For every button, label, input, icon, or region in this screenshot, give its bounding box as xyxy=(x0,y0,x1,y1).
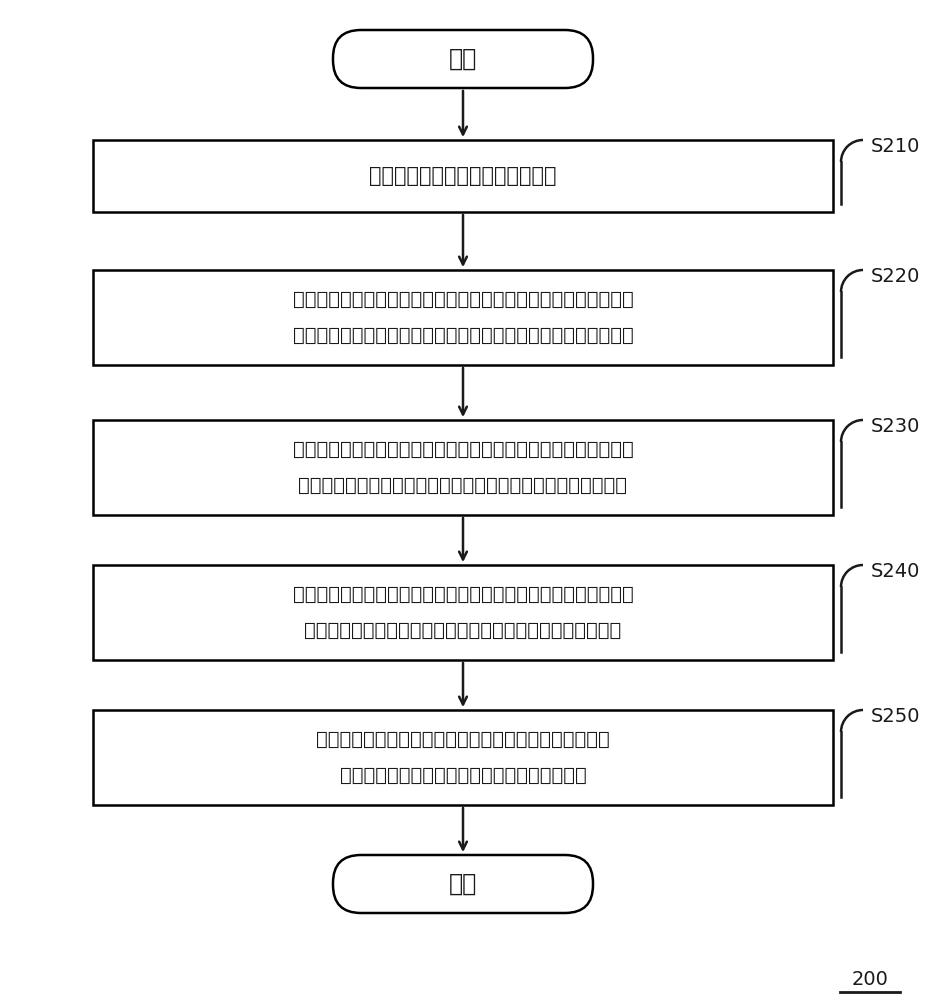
Text: 对于每种组合方式，获取该组合方式中的特征类型所对应的特征数: 对于每种组合方式，获取该组合方式中的特征类型所对应的特征数 xyxy=(293,440,633,459)
FancyBboxPatch shape xyxy=(333,30,593,88)
Text: 200: 200 xyxy=(852,970,888,989)
Text: S250: S250 xyxy=(871,707,921,726)
FancyBboxPatch shape xyxy=(333,855,593,913)
Text: 据，采用对应的特征工程对该特征数据进行处理，得到样本输入: 据，采用对应的特征工程对该特征数据进行处理，得到样本输入 xyxy=(298,476,628,495)
Bar xyxy=(93,420,833,515)
Text: 从特征类型集合、特征工程集合和预测模型集合中任选一个或多个: 从特征类型集合、特征工程集合和预测模型集合中任选一个或多个 xyxy=(293,290,633,309)
Text: 式中的预测模型进行训练，得到训练后的模型及模型评价指标: 式中的预测模型进行训练，得到训练后的模型及模型评价指标 xyxy=(304,621,622,640)
Text: 特征类型、特征工程和预测模型进行遍历组合，得到多种组合方式: 特征类型、特征工程和预测模型进行遍历组合，得到多种组合方式 xyxy=(293,326,633,345)
Bar xyxy=(93,270,833,365)
Text: 采集特定分子类型的多条分子数据: 采集特定分子类型的多条分子数据 xyxy=(369,166,557,186)
Text: 结束: 结束 xyxy=(449,872,477,896)
Text: 最优组合方式，用于进行同类型分子的性质预测: 最优组合方式，用于进行同类型分子的性质预测 xyxy=(339,766,587,785)
Text: 以性能数据为样本标签，以预测的性能値为样本输出，对该组合方: 以性能数据为样本标签，以预测的性能値为样本输出，对该组合方 xyxy=(293,585,633,604)
Text: S240: S240 xyxy=(871,562,921,581)
Text: S230: S230 xyxy=(871,417,921,436)
Text: 根据模型评价指标选取特征类型、特征工程和预测模型的: 根据模型评价指标选取特征类型、特征工程和预测模型的 xyxy=(316,730,610,749)
Bar xyxy=(93,565,833,660)
Bar xyxy=(93,140,833,212)
Text: S220: S220 xyxy=(871,267,921,286)
Text: 开始: 开始 xyxy=(449,47,477,71)
Bar xyxy=(93,710,833,805)
Text: S210: S210 xyxy=(871,137,921,156)
